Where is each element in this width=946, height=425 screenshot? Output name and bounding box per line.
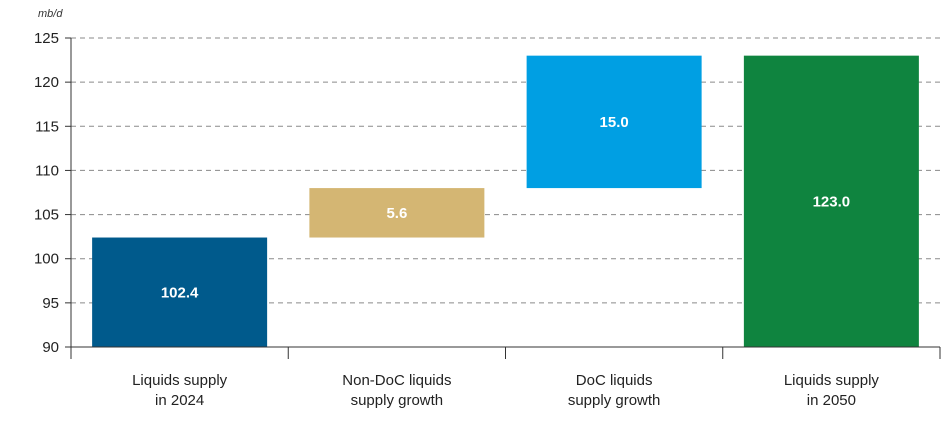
y-axis-unit-label: mb/d	[38, 8, 63, 20]
data-label: 102.4	[161, 284, 199, 301]
bar-1	[92, 237, 268, 347]
y-tick-label: 120	[34, 74, 59, 91]
data-label: 5.6	[386, 205, 407, 222]
y-tick-label: 125	[34, 30, 59, 47]
bar-2	[309, 188, 485, 238]
y-tick-label: 115	[35, 118, 59, 135]
bars	[92, 55, 919, 348]
labels: 90 95 100 105 110 115 120 125 102.4 5.6 15.0 123.0 L…	[34, 30, 879, 409]
x-category-label: Liquids supply in 2024	[132, 372, 228, 409]
x-category-label: DoC liquids supply growth	[568, 372, 661, 409]
x-category-label: Liquids supply in 2050	[784, 372, 880, 409]
y-tick-label: 100	[34, 251, 59, 268]
y-tick-label: 90	[42, 339, 59, 356]
bar-4	[743, 55, 919, 348]
y-tick-label: 95	[42, 295, 59, 312]
x-category-label: Non-DoC liquids supply growth	[342, 372, 451, 409]
bar-3	[526, 55, 702, 189]
axes	[65, 37, 941, 359]
data-label: 123.0	[813, 193, 851, 210]
y-tick-label: 110	[35, 162, 59, 179]
y-tick-label: 105	[34, 207, 59, 224]
data-label: 15.0	[600, 114, 629, 131]
